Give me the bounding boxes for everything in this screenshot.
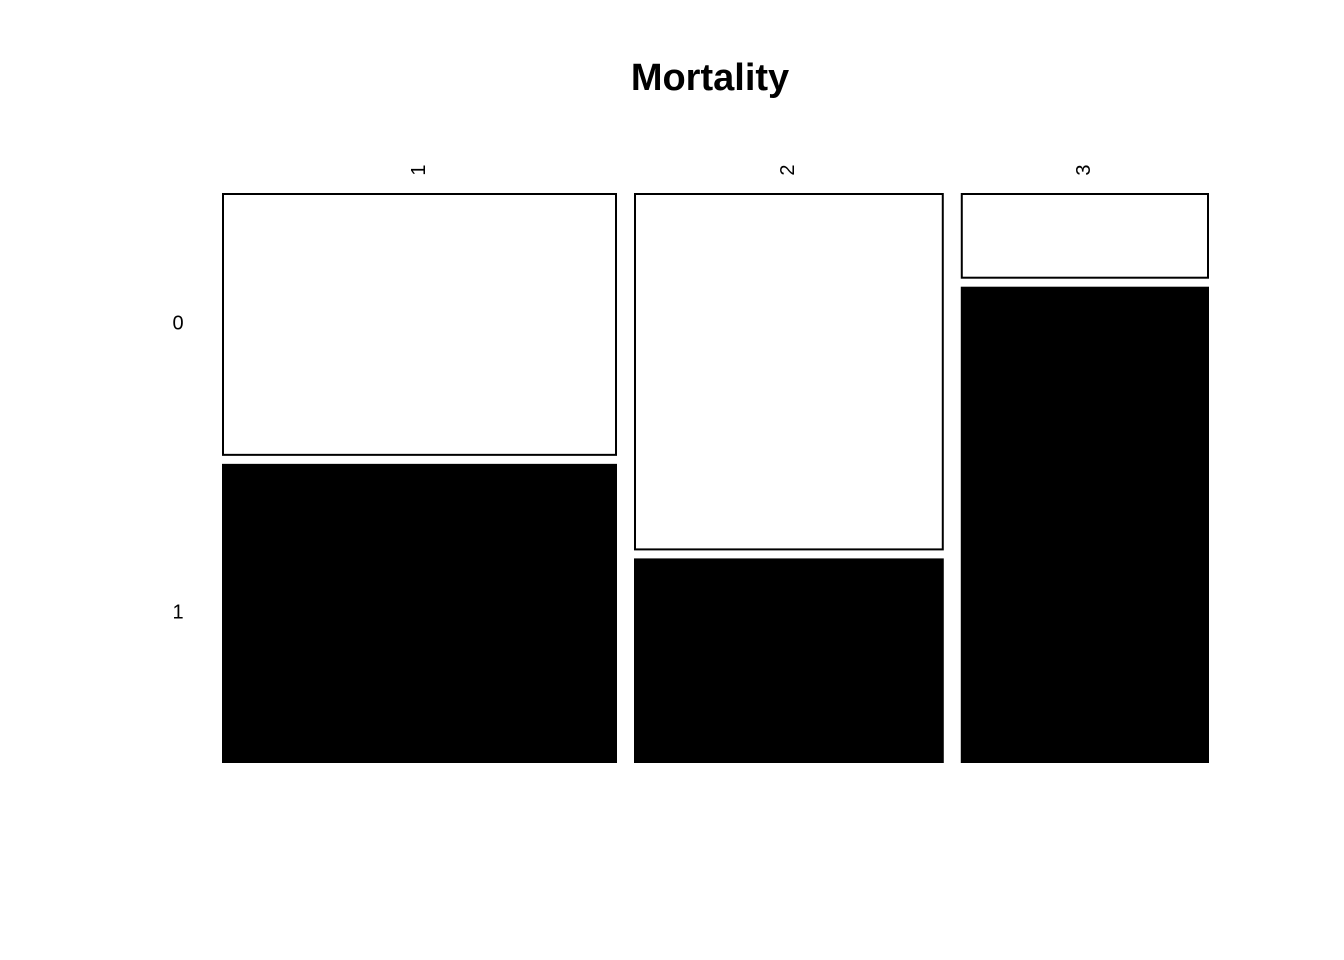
column-label: 1 [408, 164, 430, 175]
tile [960, 193, 1210, 279]
row-label: 1 [172, 602, 183, 624]
column-label: 2 [777, 164, 799, 175]
column-label: 3 [1073, 164, 1095, 175]
tile [634, 193, 944, 551]
tile [222, 463, 618, 763]
row-label: 0 [172, 313, 183, 335]
tile [960, 286, 1210, 763]
tile [634, 558, 944, 763]
tile [222, 193, 618, 456]
chart-title: Mortality [631, 57, 789, 99]
